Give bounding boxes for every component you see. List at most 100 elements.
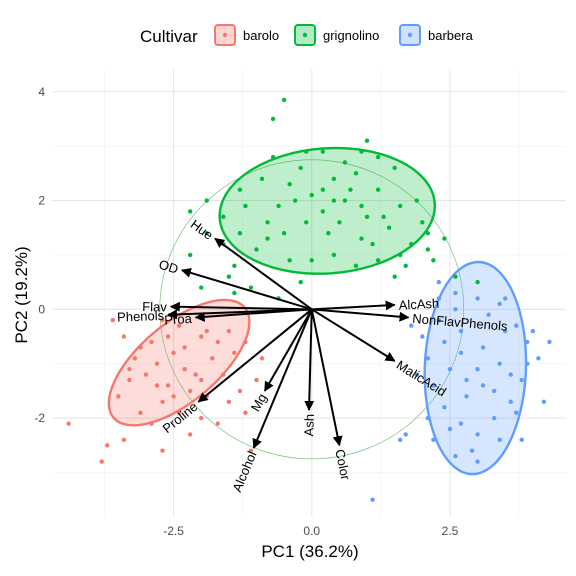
point-grignolino — [353, 171, 359, 176]
x-tick-label: 2.5 — [442, 524, 459, 538]
point-grignolino — [326, 230, 331, 236]
point-barbera — [475, 366, 480, 372]
point-grignolino — [414, 198, 419, 203]
point-barbera — [453, 453, 458, 459]
point-grignolino — [265, 220, 270, 225]
arrow-label-od: OD — [157, 257, 180, 277]
arrow-label-hue: Hue — [188, 217, 216, 243]
point-grignolino — [475, 279, 480, 285]
point-barolo — [154, 383, 160, 388]
point-barbera — [536, 356, 541, 361]
point-grignolino — [243, 203, 248, 209]
point-barolo — [171, 394, 176, 399]
y-axis-title: PC2 (19.2%) — [12, 246, 31, 343]
point-grignolino — [187, 252, 193, 258]
legend-label-barolo: barolo — [243, 28, 279, 43]
point-barbera — [453, 290, 458, 296]
point-grignolino — [309, 258, 314, 263]
point-grignolino — [453, 274, 458, 279]
point-barbera — [497, 361, 502, 366]
point-barolo — [199, 415, 204, 421]
point-barolo — [199, 377, 204, 383]
point-barolo — [254, 377, 259, 383]
point-grignolino — [298, 165, 303, 171]
point-barbera — [525, 361, 530, 366]
point-barolo — [165, 334, 171, 339]
point-grignolino — [320, 209, 326, 214]
point-grignolino — [232, 290, 237, 296]
point-barbera — [414, 372, 419, 377]
point-grignolino — [370, 241, 375, 247]
point-grignolino — [270, 116, 276, 122]
y-tick-label: -2 — [34, 411, 45, 425]
point-grignolino — [348, 187, 353, 192]
point-barolo — [99, 459, 104, 464]
point-barbera — [514, 410, 519, 415]
point-grignolino — [270, 154, 276, 160]
arrow-od — [180, 267, 313, 311]
arrow-label-mg: Mg — [248, 391, 270, 414]
arrow-label-ash: Ash — [301, 414, 317, 437]
point-grignolino — [420, 220, 425, 225]
point-barbera — [525, 339, 530, 345]
point-barolo — [149, 421, 154, 426]
point-barolo — [215, 421, 221, 426]
point-grignolino — [331, 198, 337, 203]
point-grignolino — [442, 236, 447, 241]
legend-key-point-barbera — [407, 32, 413, 38]
point-barbera — [403, 432, 408, 437]
point-barbera — [436, 296, 442, 301]
point-barolo — [237, 388, 243, 394]
point-grignolino — [187, 209, 193, 214]
point-barolo — [182, 345, 187, 350]
point-barolo — [127, 377, 132, 383]
point-barbera — [420, 334, 425, 339]
point-barbera — [480, 345, 486, 350]
confidence-ellipses — [107, 146, 528, 476]
point-barolo — [160, 317, 165, 323]
point-barolo — [138, 410, 143, 415]
point-barolo — [143, 372, 149, 377]
point-barbera — [458, 350, 464, 356]
point-barbera — [447, 366, 453, 372]
point-barbera — [508, 399, 513, 404]
point-barolo — [121, 334, 127, 339]
point-grignolino — [292, 198, 298, 203]
point-grignolino — [320, 149, 326, 154]
point-barolo — [204, 328, 209, 334]
arrow-proa — [194, 308, 312, 322]
point-barbera — [431, 383, 436, 388]
point-barbera — [519, 437, 524, 443]
point-barbera — [370, 497, 375, 502]
point-grignolino — [425, 230, 431, 236]
point-barbera — [547, 339, 552, 345]
point-barbera — [491, 388, 497, 394]
point-barolo — [187, 432, 193, 437]
point-barolo — [160, 448, 165, 453]
x-axis-title: PC1 (36.2%) — [261, 542, 358, 561]
point-barbera — [458, 421, 464, 426]
point-barbera — [491, 415, 497, 421]
point-barolo — [160, 399, 165, 404]
point-barbera — [436, 279, 442, 285]
point-grignolino — [353, 263, 359, 269]
arrow-label-flav: Flav — [142, 299, 167, 314]
point-barolo — [149, 339, 154, 345]
point-barolo — [259, 356, 265, 361]
point-grignolino — [331, 176, 337, 181]
point-grignolino — [248, 285, 254, 290]
y-tick-label: 2 — [38, 194, 45, 208]
x-tick-label: 0.0 — [303, 524, 320, 538]
point-grignolino — [337, 220, 342, 225]
ellipse-grignolino — [218, 146, 437, 275]
x-tick-label: -2.5 — [163, 524, 184, 538]
arrow-alcash — [311, 300, 396, 311]
point-grignolino — [359, 149, 364, 154]
legend-label-grignolino: grignolino — [323, 28, 379, 43]
point-barbera — [475, 296, 480, 301]
point-barolo — [127, 366, 132, 372]
point-grignolino — [331, 252, 337, 258]
point-grignolino — [221, 214, 226, 220]
point-grignolino — [425, 247, 431, 252]
point-barolo — [138, 345, 143, 350]
